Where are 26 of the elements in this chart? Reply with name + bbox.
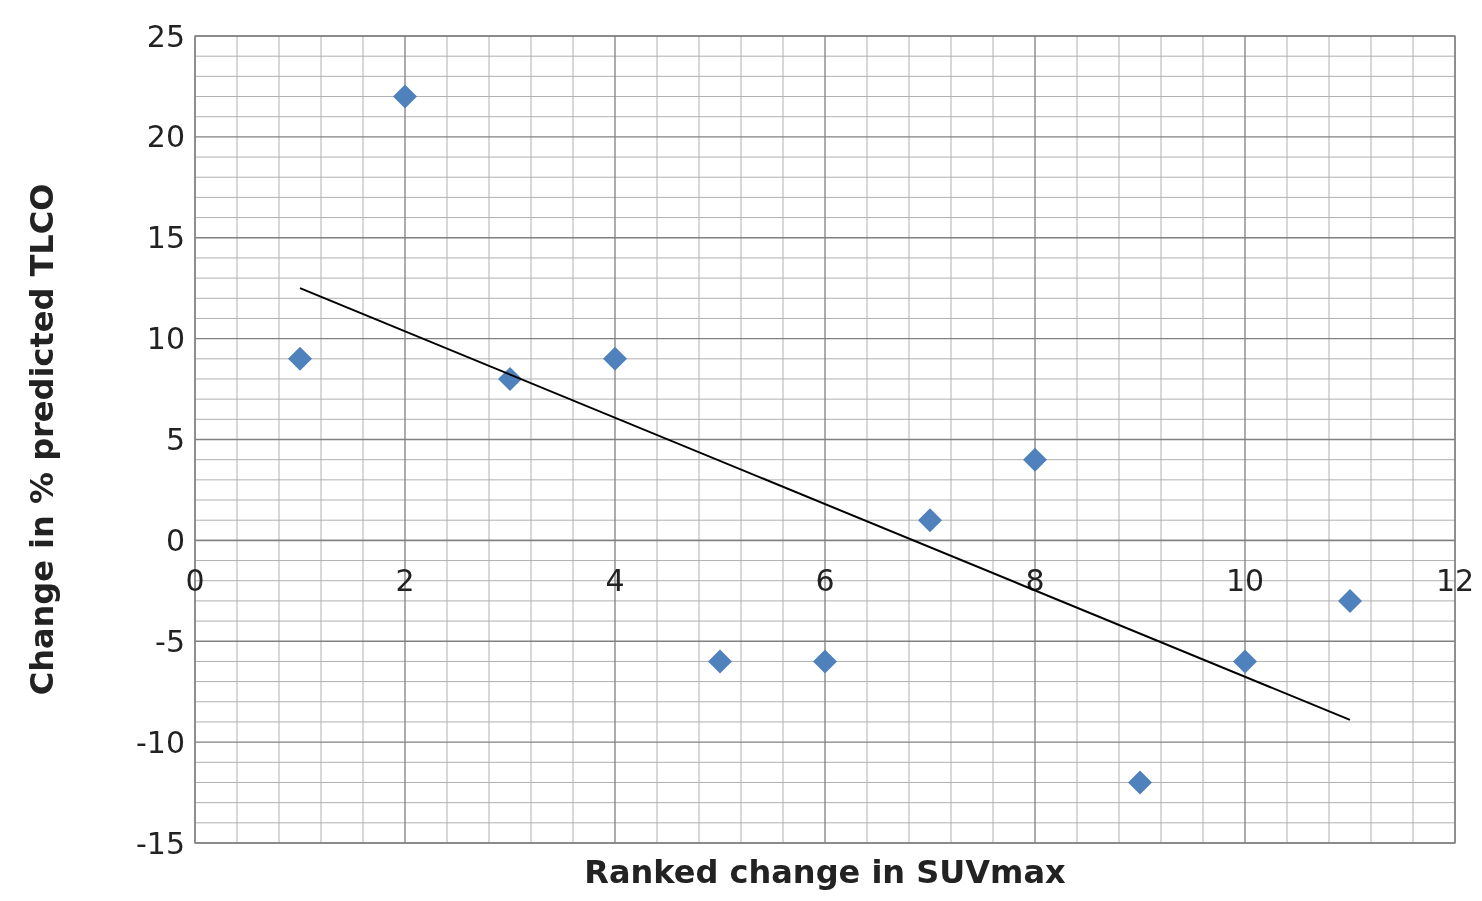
y-tick-label: 5 — [165, 422, 185, 457]
point — [813, 649, 837, 674]
x-axis-title: Ranked change in SUVmax — [584, 853, 1067, 891]
point — [918, 508, 942, 533]
y-tick-label: -5 — [155, 623, 185, 659]
y-tick-label: -10 — [136, 724, 185, 760]
point — [708, 649, 732, 674]
point — [393, 84, 417, 109]
point — [1023, 447, 1047, 472]
point — [1338, 588, 1362, 613]
x-tick-label: 6 — [815, 562, 835, 598]
x-tick-label: 2 — [395, 562, 415, 598]
y-tick-label: -15 — [136, 825, 185, 861]
point — [1233, 649, 1257, 674]
point — [603, 346, 627, 371]
point — [288, 346, 312, 371]
point — [1128, 770, 1152, 795]
y-tick-label: 25 — [146, 18, 185, 54]
y-tick-label: 0 — [165, 522, 185, 558]
y-tick-label: 10 — [146, 321, 185, 357]
y-tick-label: 20 — [146, 119, 185, 155]
x-tick-label: 4 — [605, 562, 625, 598]
y-tick-label: 15 — [146, 220, 185, 256]
x-tick-label: 10 — [1225, 562, 1265, 598]
y-axis-title: Change in % predicted TLCO — [23, 183, 61, 696]
x-tick-label: 12 — [1435, 562, 1475, 598]
